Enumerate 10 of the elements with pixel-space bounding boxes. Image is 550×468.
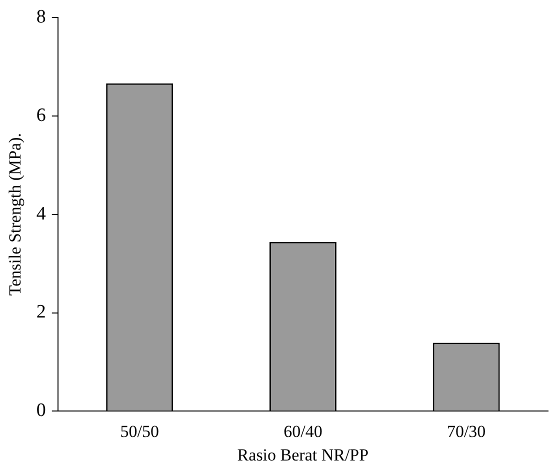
y-tick-label: 4 [36,203,46,224]
x-axis-title: Rasio Berat NR/PP [237,445,369,464]
x-tick-label: 60/40 [284,422,322,441]
y-tick-label: 8 [36,6,46,28]
y-axis-title: Tensile Strength (MPa). [6,132,25,296]
x-tick-label: 70/30 [446,422,486,441]
y-tick-label: 6 [36,104,46,126]
y-tick-label: 2 [36,302,46,323]
y-tick-label: 0 [36,400,46,422]
x-tick-label: 50/50 [120,422,159,441]
